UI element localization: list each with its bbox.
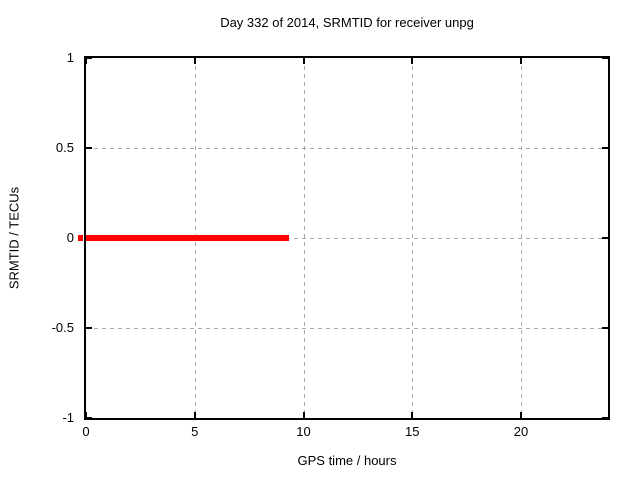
gridline-horizontal [86, 328, 608, 329]
gridline-horizontal [86, 148, 608, 149]
y-tick-mark [602, 147, 608, 149]
y-tick-mark [86, 417, 92, 419]
x-axis-title: GPS time / hours [297, 453, 397, 468]
plot-area [78, 56, 610, 420]
chart-title: Day 332 of 2014, SRMTID for receiver unp… [220, 15, 474, 30]
x-tick-label: 15 [405, 424, 420, 439]
y-tick-label: 1 [66, 50, 74, 65]
y-tick-mark [86, 57, 92, 59]
y-tick-mark [602, 237, 608, 239]
x-tick-mark [85, 58, 87, 64]
x-tick-mark [411, 58, 414, 64]
x-tick-mark [193, 412, 196, 418]
y-tick-mark [602, 417, 608, 419]
y-tick-mark [86, 327, 92, 329]
x-tick-mark [302, 58, 305, 64]
y-tick-label: 0.5 [55, 140, 74, 155]
y-tick-label: 0 [66, 230, 74, 245]
y-tick-mark [86, 147, 92, 149]
y-tick-mark [602, 327, 608, 329]
series-line-srmtid [86, 235, 289, 241]
x-tick-label: 0 [82, 424, 90, 439]
x-tick-mark [85, 412, 87, 418]
x-tick-mark [302, 412, 305, 418]
y-tick-label: -1 [62, 410, 74, 425]
x-tick-label: 20 [513, 424, 529, 439]
plot-inner [78, 57, 608, 419]
x-tick-label: 5 [191, 424, 199, 439]
x-tick-mark [193, 58, 196, 64]
y-tick-mark [602, 57, 608, 59]
x-tick-mark [411, 412, 414, 418]
x-tick-mark [520, 412, 522, 418]
gridline-horizontal [86, 238, 608, 239]
y-tick-label: -0.5 [51, 320, 74, 335]
series-line-edge-cap [78, 235, 83, 241]
x-tick-mark [520, 58, 522, 64]
x-tick-label: 10 [296, 424, 311, 439]
